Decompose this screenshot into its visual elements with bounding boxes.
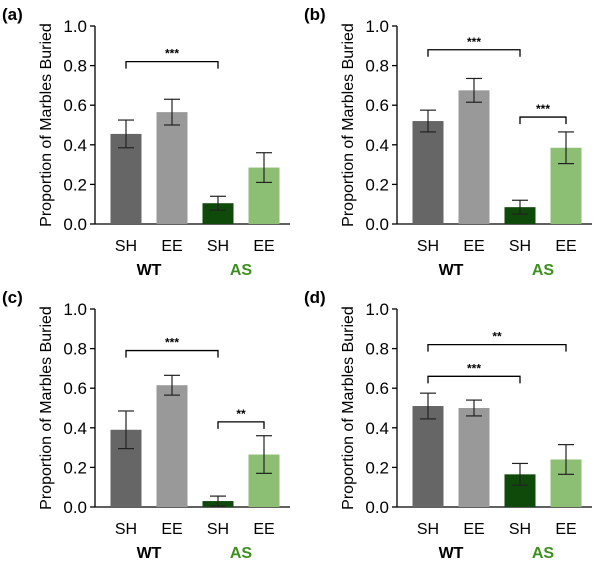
panel-label: (a) bbox=[2, 5, 23, 24]
y-tick-label: 0.2 bbox=[63, 175, 87, 194]
y-axis-label: Proportion of Marbles Buried bbox=[340, 306, 357, 510]
y-tick-label: 1.0 bbox=[63, 300, 87, 319]
significance-label: *** bbox=[536, 102, 550, 116]
x-tick-label: SH bbox=[509, 521, 531, 538]
significance-label: ** bbox=[236, 407, 246, 421]
x-tick-label: SH bbox=[207, 238, 229, 255]
group-label: AS bbox=[532, 545, 555, 562]
bar bbox=[156, 112, 188, 224]
y-tick-label: 0.4 bbox=[365, 419, 389, 438]
y-axis-label: Proportion of Marbles Buried bbox=[38, 306, 55, 510]
y-tick-label: 0.2 bbox=[365, 175, 389, 194]
significance-bracket bbox=[125, 349, 219, 358]
group-label: WT bbox=[439, 545, 464, 562]
y-tick-label: 0.4 bbox=[63, 136, 87, 155]
bar bbox=[458, 408, 490, 507]
x-tick-label: SH bbox=[417, 521, 439, 538]
bar bbox=[110, 133, 142, 224]
y-tick-label: 1.0 bbox=[365, 17, 389, 36]
group-label: AS bbox=[230, 545, 253, 562]
bar bbox=[412, 406, 444, 507]
bar bbox=[156, 385, 188, 507]
y-tick-label: 0.6 bbox=[63, 96, 87, 115]
bar bbox=[458, 90, 490, 224]
bar bbox=[202, 203, 234, 224]
significance-label: *** bbox=[467, 361, 481, 375]
y-tick-label: 0.8 bbox=[63, 340, 87, 359]
y-axis-label: Proportion of Marbles Buried bbox=[340, 23, 357, 227]
x-tick-label: EE bbox=[555, 238, 576, 255]
x-tick-label: SH bbox=[115, 238, 137, 255]
x-tick-label: EE bbox=[253, 238, 274, 255]
significance-label: ** bbox=[492, 330, 502, 344]
y-tick-label: 0.6 bbox=[63, 379, 87, 398]
group-label: AS bbox=[532, 262, 555, 279]
y-tick-label: 0.2 bbox=[365, 458, 389, 477]
x-tick-label: EE bbox=[161, 238, 182, 255]
y-tick-label: 0.0 bbox=[63, 498, 87, 517]
x-tick-label: SH bbox=[115, 521, 137, 538]
bar bbox=[504, 207, 536, 224]
significance-bracket bbox=[427, 343, 567, 352]
x-tick-label: EE bbox=[463, 238, 484, 255]
y-axis-label: Proportion of Marbles Buried bbox=[38, 23, 55, 227]
significance-label: *** bbox=[165, 336, 179, 350]
y-tick-label: 1.0 bbox=[63, 17, 87, 36]
y-tick-label: 0.4 bbox=[365, 136, 389, 155]
x-tick-label: SH bbox=[417, 238, 439, 255]
x-tick-label: EE bbox=[555, 521, 576, 538]
panel-a: (a) Proportion of Marbles Buried 0.0 0.2 0.4… bbox=[2, 5, 290, 279]
group-label: WT bbox=[439, 262, 464, 279]
y-tick-label: 0.0 bbox=[365, 215, 389, 234]
significance-label: *** bbox=[165, 47, 179, 61]
significance-bracket bbox=[427, 49, 521, 57]
panel-c: (c) Proportion of Marbles Buried 0.0 0.2 0.4… bbox=[2, 288, 290, 562]
y-tick-label: 0.0 bbox=[63, 215, 87, 234]
x-tick-label: EE bbox=[463, 521, 484, 538]
significance-bracket bbox=[217, 421, 265, 429]
panel-b: (b) Proportion of Marbles Buried 0.0 0.2 0.4… bbox=[304, 5, 592, 279]
significance-bracket bbox=[519, 116, 567, 125]
y-tick-label: 0.8 bbox=[63, 57, 87, 76]
group-label: WT bbox=[137, 545, 162, 562]
y-tick-label: 0.4 bbox=[63, 419, 87, 438]
significance-bracket bbox=[427, 375, 521, 384]
significance-label: *** bbox=[467, 35, 481, 49]
y-tick-label: 0.8 bbox=[365, 57, 389, 76]
x-tick-label: SH bbox=[207, 521, 229, 538]
y-tick-label: 0.6 bbox=[365, 379, 389, 398]
bar bbox=[412, 121, 444, 224]
y-tick-label: 0.2 bbox=[63, 458, 87, 477]
y-tick-label: 0.0 bbox=[365, 498, 389, 517]
panel-label: (d) bbox=[304, 288, 326, 307]
panel-d: (d) Proportion of Marbles Buried 0.0 0.2 0.4… bbox=[304, 288, 592, 562]
y-tick-label: 0.6 bbox=[365, 96, 389, 115]
x-tick-label: EE bbox=[161, 521, 182, 538]
x-tick-label: SH bbox=[509, 238, 531, 255]
y-tick-label: 1.0 bbox=[365, 300, 389, 319]
panel-label: (b) bbox=[304, 5, 326, 24]
group-label: AS bbox=[230, 262, 253, 279]
significance-bracket bbox=[125, 60, 219, 69]
x-tick-label: EE bbox=[253, 521, 274, 538]
panel-label: (c) bbox=[2, 288, 23, 307]
y-tick-label: 0.8 bbox=[365, 340, 389, 359]
group-label: WT bbox=[137, 262, 162, 279]
